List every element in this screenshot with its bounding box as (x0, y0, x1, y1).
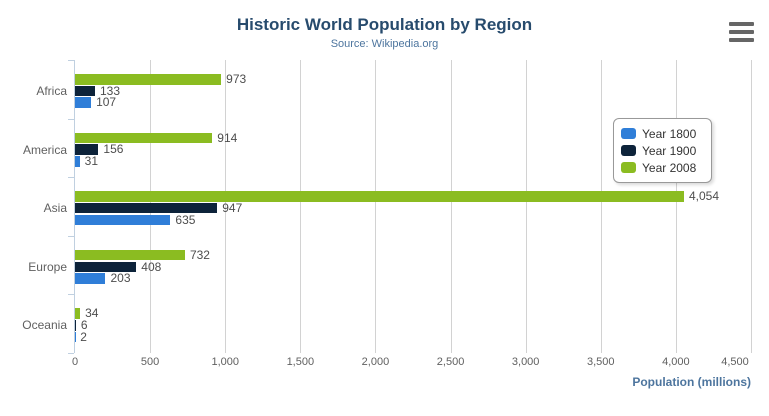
data-label: 34 (85, 306, 99, 321)
legend-symbol (621, 145, 636, 156)
data-label: 408 (141, 259, 162, 274)
x-gridline (300, 60, 302, 353)
bar-year-1800-asia[interactable] (75, 214, 171, 226)
legend-item-year-1800[interactable]: Year 1800 (621, 125, 711, 142)
data-label: 31 (84, 154, 99, 168)
x-gridline (450, 60, 452, 353)
legend-symbol (621, 128, 636, 139)
data-label: 107 (96, 95, 117, 110)
category-axis-tick (68, 60, 74, 61)
category-label-america: America (22, 142, 67, 157)
plot-area: 973 133 107 914 156 31 4,054 947 635 732 408 203 34 6… (68, 60, 752, 354)
hamburger-icon (728, 22, 754, 42)
category-axis-tick (68, 177, 74, 179)
value-axis-tick-label: 500 (140, 356, 160, 368)
bar-year-2008-europe[interactable] (75, 249, 185, 261)
data-label: 973 (226, 72, 247, 86)
data-label: 156 (103, 142, 124, 157)
value-axis-tick-label: 1,000 (211, 356, 239, 368)
bar-year-2008-america[interactable] (75, 132, 213, 144)
value-axis-tick-label: 2,000 (361, 356, 390, 368)
data-label: 203 (110, 271, 131, 286)
category-label-africa: Africa (36, 84, 67, 98)
category-axis-tick (68, 353, 74, 354)
x-gridline (375, 60, 377, 353)
legend-item-year-1900[interactable]: Year 1900 (621, 142, 711, 159)
bar-year-1800-europe[interactable] (75, 273, 106, 284)
x-gridline (751, 60, 752, 353)
category-label-oceania: Oceania (22, 318, 67, 333)
category-label-asia: Asia (43, 201, 67, 216)
value-axis-tick-label: 2,500 (436, 356, 465, 368)
data-label: 732 (189, 247, 210, 262)
context-menu-button[interactable] (724, 18, 758, 46)
data-label: 2 (80, 329, 87, 344)
value-axis-tick-label: 3,500 (587, 356, 615, 368)
data-label: 947 (222, 200, 243, 215)
value-axis-tick-label: 4,500 (721, 356, 749, 368)
category-axis-tick (68, 235, 74, 237)
legend-symbol (621, 162, 636, 173)
value-axis-tick-label: 3,000 (511, 356, 540, 368)
x-gridline (600, 60, 602, 353)
value-axis-tick-label: 0 (71, 356, 79, 368)
data-label: 914 (217, 130, 238, 145)
x-gridline (225, 60, 227, 353)
bar-year-2008-oceania[interactable] (75, 308, 81, 319)
x-axis-title: Population (millions) (632, 375, 751, 389)
bar-year-2008-africa[interactable] (75, 74, 222, 85)
category-axis-line (74, 60, 75, 353)
bar-year-1900-asia[interactable] (75, 202, 218, 214)
x-gridline (525, 60, 527, 353)
data-label: 4,054 (689, 189, 720, 204)
x-gridline (675, 60, 677, 353)
value-axis-tick-label: 4,000 (662, 356, 690, 368)
category-axis-tick (68, 294, 74, 296)
bar-year-2008-asia[interactable] (75, 191, 684, 202)
bar-year-1900-africa[interactable] (75, 85, 95, 97)
bar-year-1800-africa[interactable] (75, 97, 92, 108)
bar-year-1900-oceania[interactable] (75, 320, 76, 331)
legend-item-year-2008[interactable]: Year 2008 (621, 159, 711, 176)
legend-label: Year 1800 (642, 126, 697, 141)
legend-label: Year 1900 (642, 143, 697, 158)
bar-year-1900-america[interactable] (75, 144, 99, 155)
bar-year-1900-europe[interactable] (75, 261, 137, 272)
category-axis-tick (68, 118, 74, 120)
legend: Year 1800 Year 1900 Year 2008 (613, 118, 712, 183)
data-label: 6 (80, 318, 88, 333)
category-label-europe: Europe (28, 259, 67, 274)
value-axis-tick-label: 1,500 (286, 356, 315, 368)
legend-label: Year 2008 (642, 160, 697, 175)
chart-subtitle: Source: Wikipedia.org (330, 38, 439, 50)
data-label: 133 (99, 83, 120, 98)
data-label: 635 (175, 212, 196, 227)
bar-year-1800-america[interactable] (75, 156, 80, 167)
chart-title: Historic World Population by Region (236, 15, 533, 34)
